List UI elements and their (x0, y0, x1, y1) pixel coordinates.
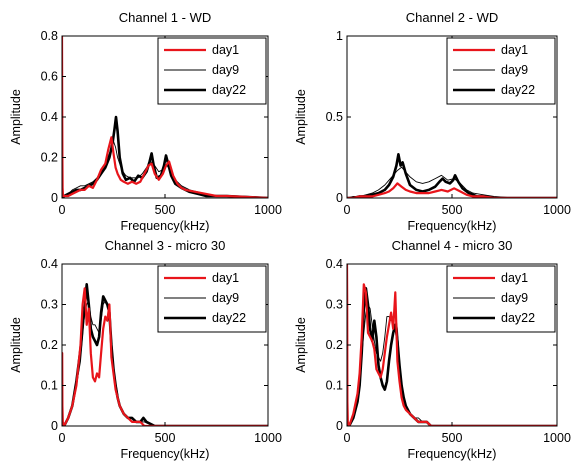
y-tick-label: 1 (336, 29, 343, 43)
y-axis-label: Amplitude (294, 317, 308, 373)
x-tick-label: 1000 (543, 431, 571, 445)
y-axis-label: Amplitude (9, 317, 23, 373)
chart-title: Channel 3 - micro 30 (105, 238, 226, 253)
chart-title: Channel 1 - WD (119, 10, 211, 25)
y-tick-label: 0.3 (41, 298, 58, 312)
legend-label-day1: day1 (212, 43, 239, 57)
legend: day1 day9 day22 (446, 37, 556, 105)
y-tick-label: 0.4 (41, 257, 58, 271)
y-tick-label: 0.4 (326, 257, 343, 271)
legend-label-day22: day22 (501, 311, 535, 325)
y-tick-label: 0.3 (326, 298, 343, 312)
panel-3: 0 500 1000 0 0.1 0.2 0.3 0.4 Channel 3 - micro 3… (9, 238, 282, 461)
series-line-day9 (62, 140, 268, 198)
x-axis-label: Frequency(kHz) (408, 219, 497, 233)
series-line-day1 (62, 36, 268, 198)
series-line-day1 (62, 287, 268, 426)
y-tick-label: 0.4 (41, 110, 58, 124)
x-tick-label: 1000 (254, 203, 282, 217)
legend-label-day9: day9 (212, 63, 239, 77)
x-tick-label: 500 (442, 431, 463, 445)
x-axis-label: Frequency(kHz) (408, 447, 497, 461)
legend-label-day9: day9 (212, 291, 239, 305)
y-tick-label: 0.5 (326, 110, 343, 124)
chart-title: Channel 2 - WD (406, 10, 498, 25)
y-axis-label: Amplitude (294, 89, 308, 145)
x-tick-label: 0 (59, 431, 66, 445)
x-tick-label: 1000 (254, 431, 282, 445)
x-tick-label: 0 (344, 203, 351, 217)
x-tick-label: 0 (344, 431, 351, 445)
legend-label-day1: day1 (501, 271, 528, 285)
panel-2: 0 500 1000 0 0.5 1 Channel 2 - WD Frequency(kHz… (294, 10, 571, 233)
series-line-day22 (347, 153, 557, 198)
y-tick-label: 0 (336, 419, 343, 433)
x-tick-label: 500 (155, 431, 176, 445)
y-tick-label: 0.2 (41, 151, 58, 165)
y-tick-label: 0.1 (41, 379, 58, 393)
legend: day1 day9 day22 (157, 265, 267, 333)
legend-label-day22: day22 (212, 83, 246, 97)
series-line-day1 (347, 264, 557, 426)
y-tick-label: 0.6 (41, 70, 58, 84)
x-tick-label: 500 (442, 203, 463, 217)
chart-title: Channel 4 - micro 30 (392, 238, 513, 253)
series-lines (347, 153, 557, 198)
y-tick-label: 0.2 (326, 338, 343, 352)
panel-1: 0 500 1000 0 0.2 0.4 0.6 0.8 Channel 1 - WD Frequ… (9, 10, 282, 233)
x-tick-label: 0 (59, 203, 66, 217)
y-tick-label: 0.2 (41, 338, 58, 352)
x-axis-label: Frequency(kHz) (121, 219, 210, 233)
legend: day1 day9 day22 (446, 265, 556, 333)
panel-4: 0 500 1000 0 0.1 0.2 0.3 0.4 Channel 4 - micro 3… (294, 238, 571, 461)
x-axis-label: Frequency(kHz) (121, 447, 210, 461)
series-lines (62, 283, 268, 426)
x-tick-label: 1000 (543, 203, 571, 217)
y-tick-label: 0.8 (41, 29, 58, 43)
series-lines (62, 36, 268, 198)
y-tick-label: 0 (51, 191, 58, 205)
legend-label-day1: day1 (501, 43, 528, 57)
y-tick-label: 0 (336, 191, 343, 205)
series-line-day9 (347, 166, 557, 198)
y-axis-label: Amplitude (9, 89, 23, 145)
y-tick-label: 0 (51, 419, 58, 433)
legend-label-day22: day22 (212, 311, 246, 325)
x-tick-label: 500 (155, 203, 176, 217)
legend-label-day9: day9 (501, 291, 528, 305)
series-line-day1 (347, 182, 557, 198)
y-tick-label: 0.1 (326, 379, 343, 393)
legend: day1 day9 day22 (157, 37, 267, 105)
legend-label-day22: day22 (501, 83, 535, 97)
series-lines (347, 264, 557, 426)
legend-label-day1: day1 (212, 271, 239, 285)
legend-label-day9: day9 (501, 63, 528, 77)
